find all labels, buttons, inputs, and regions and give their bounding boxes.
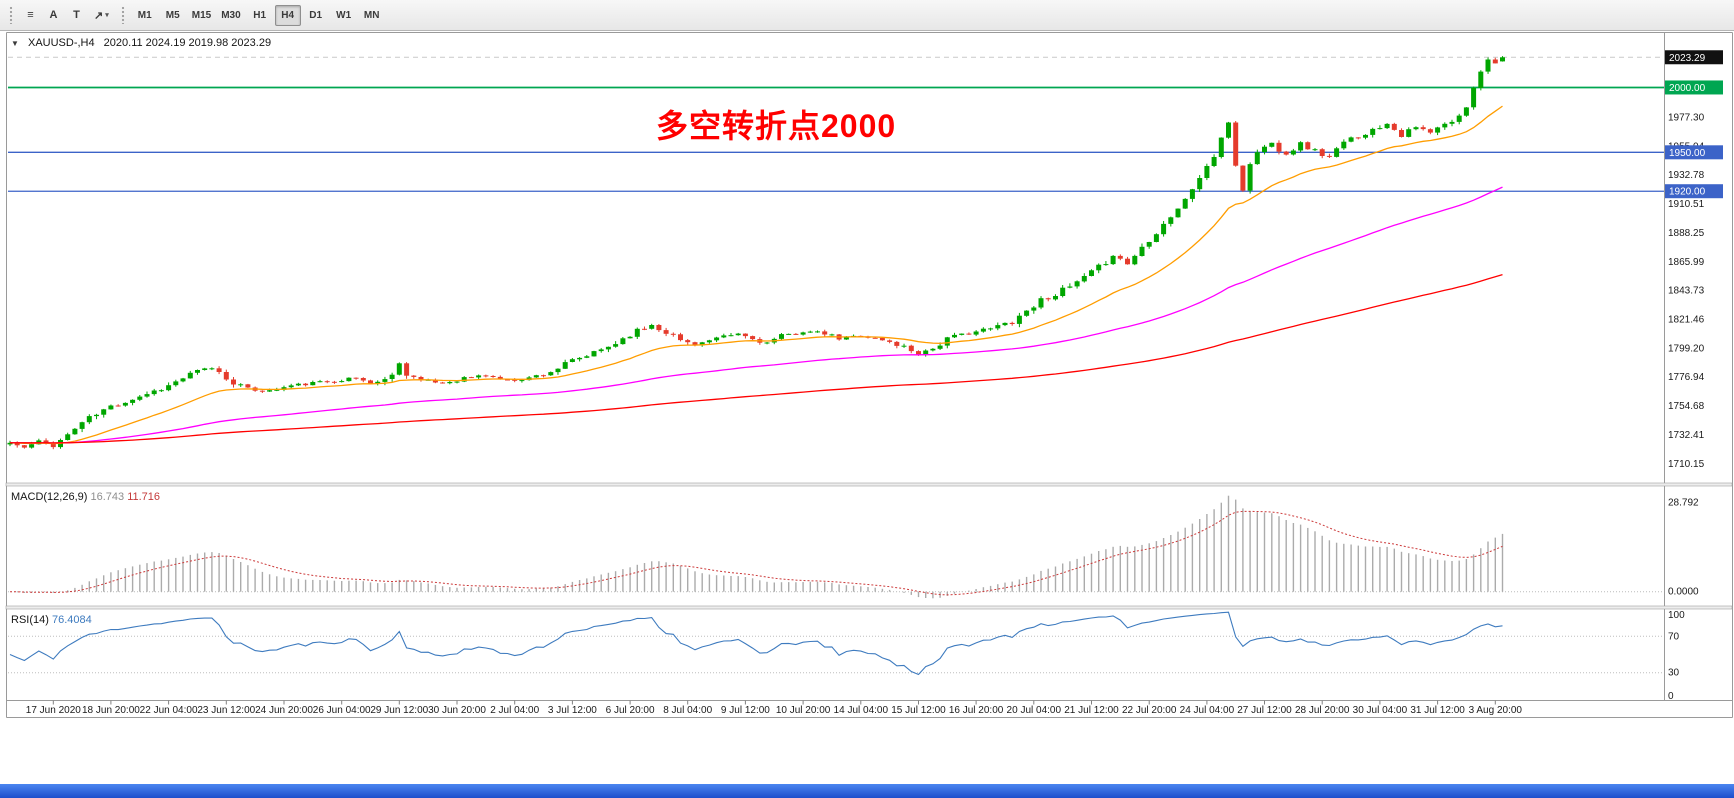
svg-text:100: 100 [1668, 610, 1685, 621]
timeframe-d1-button[interactable]: D1 [309, 9, 323, 21]
pane-splitter[interactable] [5, 482, 1733, 487]
price-badge-1920.00 [1665, 184, 1723, 199]
price-chart-canvas[interactable]: 2021.831999.561977.301955.041932.781910.… [0, 31, 1734, 718]
ma-fast-line [9, 105, 1503, 445]
timeframe-w1-button[interactable]: W1 [336, 9, 352, 21]
svg-text:20 Jul 04:00: 20 Jul 04:00 [1007, 705, 1062, 716]
svg-text:22 Jun 04:00: 22 Jun 04:00 [140, 705, 198, 716]
pane-splitter[interactable] [5, 605, 1733, 610]
svg-text:70: 70 [1668, 631, 1680, 642]
svg-text:26 Jun 04:00: 26 Jun 04:00 [313, 705, 371, 716]
toolbar: ≡ A T ↗ ▾ M1 M5 M15 M30 H1 H4 D1 W1 MN [0, 0, 1734, 31]
svg-text:1799.20: 1799.20 [1668, 343, 1705, 354]
svg-text:30 Jun 20:00: 30 Jun 20:00 [428, 705, 486, 716]
svg-text:1754.68: 1754.68 [1668, 401, 1705, 412]
text-label-tool-button[interactable]: T [73, 9, 80, 21]
svg-text:1710.15: 1710.15 [1668, 459, 1705, 470]
current-price-badge [1665, 50, 1723, 65]
svg-text:10 Jul 20:00: 10 Jul 20:00 [776, 705, 831, 716]
svg-text:1821.46: 1821.46 [1668, 315, 1705, 326]
svg-text:3 Aug 20:00: 3 Aug 20:00 [1469, 705, 1523, 716]
svg-text:1732.41: 1732.41 [1668, 430, 1705, 441]
svg-text:30 Jul 04:00: 30 Jul 04:00 [1353, 705, 1408, 716]
svg-text:1776.94: 1776.94 [1668, 372, 1705, 383]
svg-text:0.0000: 0.0000 [1668, 587, 1699, 598]
svg-text:1888.25: 1888.25 [1668, 228, 1705, 239]
svg-text:30: 30 [1668, 668, 1680, 679]
text-tool-button[interactable]: A [49, 9, 58, 21]
svg-text:1977.30: 1977.30 [1668, 112, 1705, 123]
svg-text:17 Jun 2020: 17 Jun 2020 [26, 705, 81, 716]
timeframe-m1-button[interactable]: M1 [137, 9, 152, 21]
svg-text:1920.00: 1920.00 [1669, 187, 1706, 198]
timeframe-h1-button[interactable]: H1 [253, 9, 267, 21]
svg-text:23 Jun 12:00: 23 Jun 12:00 [197, 705, 255, 716]
macd-signal-line [9, 510, 1503, 596]
timeframe-m15-button[interactable]: M15 [191, 9, 212, 21]
chart-annotation-text[interactable]: 多空转折点2000 [656, 108, 897, 144]
svg-text:24 Jun 20:00: 24 Jun 20:00 [255, 705, 313, 716]
chevron-down-icon: ▾ [105, 12, 109, 19]
one-click-trading-toggle-icon[interactable]: ▼ [11, 39, 19, 48]
svg-text:0: 0 [1668, 691, 1674, 702]
svg-text:16 Jul 20:00: 16 Jul 20:00 [949, 705, 1004, 716]
svg-text:1910.51: 1910.51 [1668, 199, 1705, 210]
svg-text:24 Jul 04:00: 24 Jul 04:00 [1180, 705, 1235, 716]
price-badge-1950.00 [1665, 145, 1723, 160]
timeframe-m30-button[interactable]: M30 [221, 9, 241, 21]
svg-text:14 Jul 04:00: 14 Jul 04:00 [834, 705, 889, 716]
svg-text:22 Jul 20:00: 22 Jul 20:00 [1122, 705, 1177, 716]
timeframe-mn-button[interactable]: MN [363, 9, 380, 21]
svg-text:8 Jul 04:00: 8 Jul 04:00 [663, 705, 712, 716]
svg-text:2 Jul 04:00: 2 Jul 04:00 [490, 705, 539, 716]
chart-list-tool-button[interactable]: ≡ [27, 9, 34, 21]
timeframe-m5-button[interactable]: M5 [165, 9, 180, 21]
svg-text:6 Jul 20:00: 6 Jul 20:00 [606, 705, 655, 716]
price-axis: 2021.831999.561977.301955.041932.781910.… [1668, 55, 1705, 470]
svg-text:29 Jun 12:00: 29 Jun 12:00 [370, 705, 428, 716]
svg-text:1932.78: 1932.78 [1668, 170, 1705, 181]
svg-text:31 Jul 12:00: 31 Jul 12:00 [1410, 705, 1465, 716]
svg-text:27 Jul 12:00: 27 Jul 12:00 [1237, 705, 1292, 716]
svg-text:1843.73: 1843.73 [1668, 286, 1705, 297]
svg-text:15 Jul 12:00: 15 Jul 12:00 [891, 705, 946, 716]
svg-text:28.792: 28.792 [1668, 498, 1699, 509]
svg-text:21 Jul 12:00: 21 Jul 12:00 [1064, 705, 1119, 716]
svg-text:28 Jul 20:00: 28 Jul 20:00 [1295, 705, 1350, 716]
svg-text:2000.00: 2000.00 [1669, 83, 1706, 94]
macd-histogram [16, 495, 1504, 599]
shapes-dropdown-button[interactable]: ↗ ▾ [94, 9, 109, 22]
taskbar-strip [0, 784, 1734, 798]
svg-text:18 Jun 20:00: 18 Jun 20:00 [82, 705, 140, 716]
svg-text:1950.00: 1950.00 [1669, 148, 1706, 159]
chart-window: 2021.831999.561977.301955.041932.781910.… [0, 31, 1734, 718]
price-badge-2000.00 [1665, 80, 1723, 95]
svg-text:2023.29: 2023.29 [1669, 53, 1706, 64]
ma-slow-line [10, 273, 1503, 444]
rsi-line [9, 611, 1503, 676]
time-axis: 17 Jun 2020 18 Jun 20:00 22 Jun 04:00 23 Ju… [26, 700, 1523, 716]
svg-text:3 Jul 12:00: 3 Jul 12:00 [548, 705, 597, 716]
ma-mid-line [10, 186, 1503, 444]
pane-borders [6, 32, 1733, 718]
toolbar-grip[interactable] [120, 6, 125, 24]
svg-text:1865.99: 1865.99 [1668, 257, 1705, 268]
svg-text:9 Jul 12:00: 9 Jul 12:00 [721, 705, 770, 716]
timeframe-h4-button[interactable]: H4 [274, 4, 301, 26]
toolbar-grip[interactable] [9, 6, 13, 24]
